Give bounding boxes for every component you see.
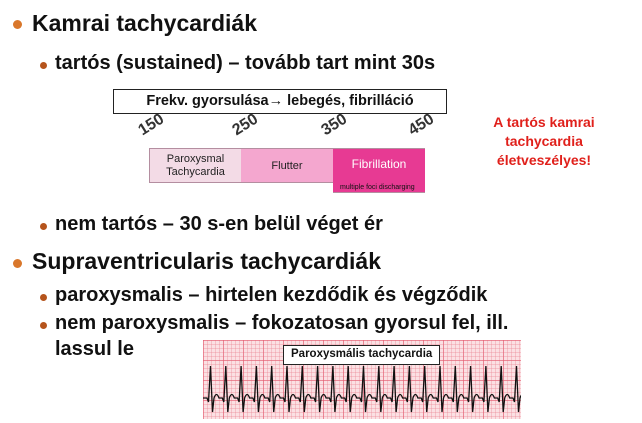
segment-label: Paroxysmal <box>166 153 225 165</box>
bullet-nem-paroxysmalis: nem paroxysmalis – fokozatosan gyorsul f… <box>55 312 509 334</box>
warning-line: A tartós kamrai <box>493 114 595 130</box>
segment-fibrillation: Fibrillation <box>333 148 425 193</box>
warning-line: életveszélyes! <box>496 152 592 168</box>
bullet-dot <box>13 20 22 29</box>
bullet-dot <box>40 322 47 329</box>
bullet-nem-paroxysmalis-cont: lassul le <box>55 338 134 360</box>
tick-label-350: 350 <box>318 110 351 140</box>
bullet-dot <box>13 259 22 268</box>
ecg-label: Paroxysmális tachycardia <box>283 345 441 365</box>
frequency-diagram: 150 250 350 450 Paroxysmal Tachycardia F… <box>135 111 447 198</box>
warning-line: tachycardia <box>505 133 583 149</box>
bullet-dot <box>40 62 47 69</box>
ecg-waveform <box>203 365 521 413</box>
bullet-paroxysmalis: paroxysmalis – hirtelen kezdődik és végz… <box>55 284 488 306</box>
bullet-dot <box>40 294 47 301</box>
tick-label-150: 150 <box>135 110 168 140</box>
segment-label: Tachycardia <box>166 166 225 178</box>
tick-label-450: 450 <box>405 110 438 140</box>
segment-label: Fibrillation <box>351 157 407 171</box>
tick-label-250: 250 <box>229 110 262 140</box>
fibrillation-note: multiple foci discharging <box>340 184 415 191</box>
bullet-dot <box>40 223 47 230</box>
bullet-nem-tartos: nem tartós – 30 s-en belül véget ér <box>55 213 383 235</box>
ecg-trace <box>203 365 521 413</box>
heading-kamrai: Kamrai tachycardiák <box>32 10 258 36</box>
frequency-title: Frekv. gyorsulása→ lebegés, fibrilláció <box>113 89 447 114</box>
heading-supra: Supraventricularis tachycardiák <box>32 248 381 274</box>
segment-paroxysmal: Paroxysmal Tachycardia <box>149 148 241 183</box>
warning-note: A tartós kamrai tachycardia életveszélye… <box>476 113 612 170</box>
bullet-tartos: tartós (sustained) – tovább tart mint 30… <box>55 52 436 74</box>
segment-label: Flutter <box>271 160 303 172</box>
segment-flutter: Flutter <box>241 148 333 183</box>
